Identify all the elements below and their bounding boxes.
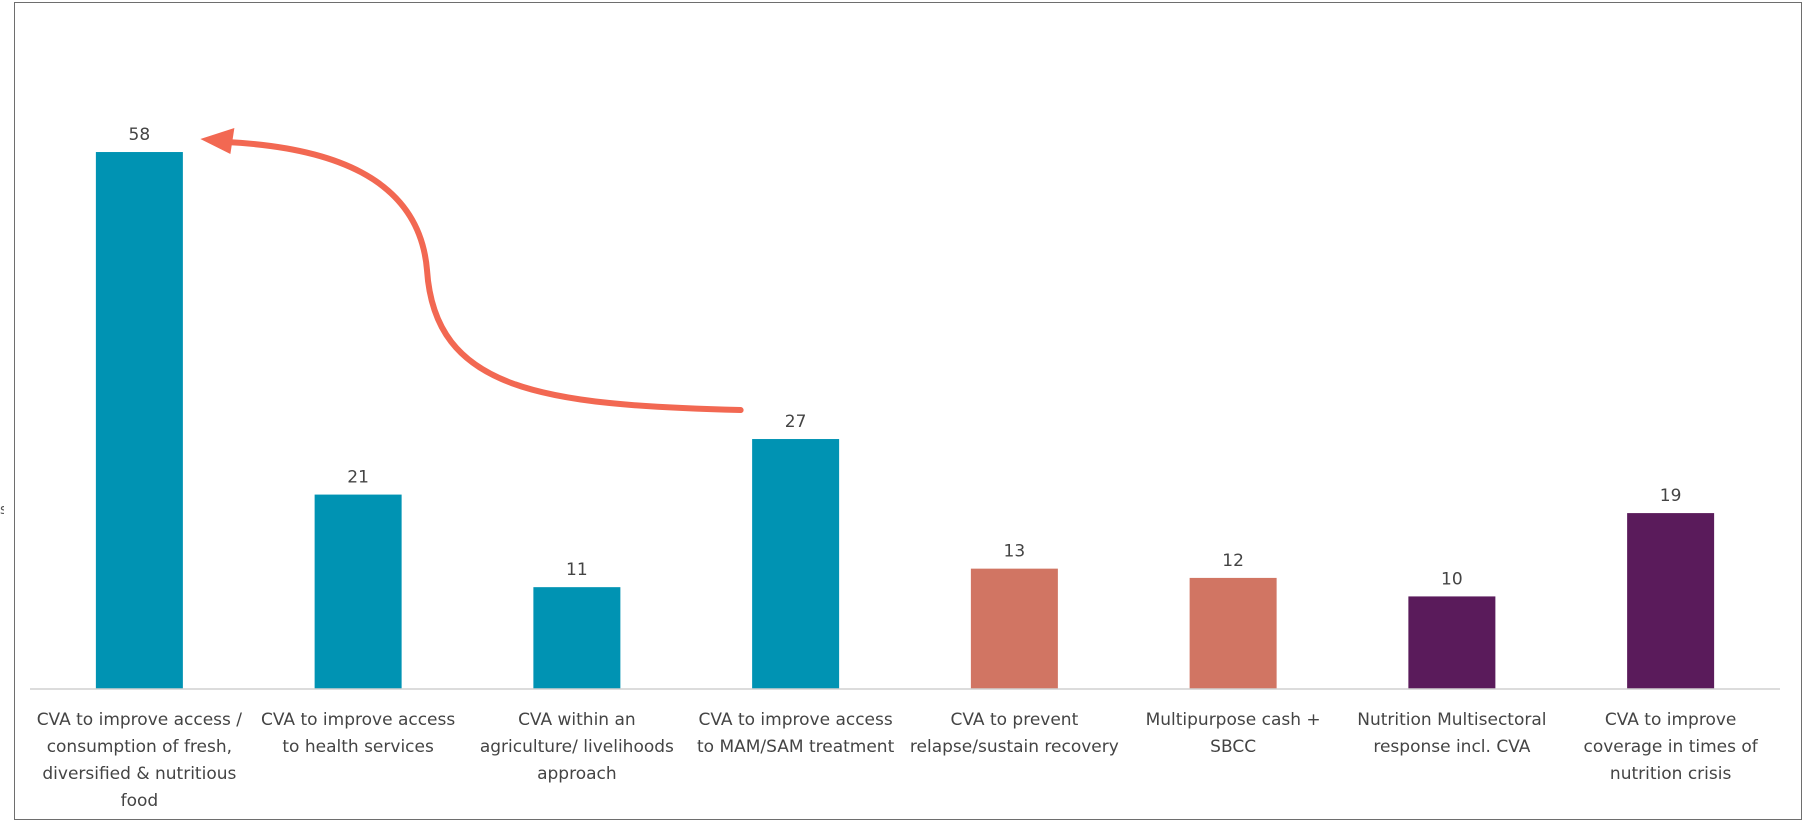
data-label-3: 11 bbox=[566, 560, 588, 580]
x-tick-label-line: to MAM/SAM treatment bbox=[697, 737, 895, 757]
x-tick-label-line: relapse/sustain recovery bbox=[910, 737, 1119, 757]
x-tick-label-8: CVA to improve coverage in times of nutrit… bbox=[1583, 710, 1758, 784]
x-tick-label-line: coverage in times of bbox=[1583, 737, 1758, 757]
x-tick-label-2: CVA to improve access to health services bbox=[261, 710, 455, 757]
x-tick-label-line: CVA to improve access bbox=[699, 710, 893, 730]
bar-8 bbox=[1627, 513, 1715, 689]
chart-frame bbox=[14, 2, 1802, 820]
data-label-1: 58 bbox=[129, 125, 151, 145]
x-tick-label-line: CVA to prevent bbox=[951, 710, 1079, 730]
x-tick-label-3: CVA within an agriculture/ livelihoods app… bbox=[480, 710, 674, 784]
x-tick-label-line: diversified & nutritious bbox=[42, 764, 236, 784]
x-tick-label-7: Nutrition Multisectoral response incl. CV… bbox=[1357, 710, 1546, 757]
annotation-layer bbox=[200, 128, 744, 414]
x-tick-label-line: SBCC bbox=[1210, 737, 1256, 757]
x-tick-label-line: consumption of fresh, bbox=[47, 737, 232, 757]
bar-6 bbox=[1189, 577, 1277, 689]
x-tick-label-line: nutrition crisis bbox=[1610, 764, 1732, 784]
x-tick-label-line: food bbox=[121, 791, 159, 811]
bar-5 bbox=[970, 568, 1058, 689]
edge-text-fragment: s bbox=[0, 502, 4, 518]
data-label-4: 27 bbox=[785, 412, 807, 432]
x-tick-label-1: CVA to improve access / consumption of fr… bbox=[37, 710, 243, 811]
x-tick-label-line: to health services bbox=[282, 737, 434, 757]
x-tick-label-line: CVA to improve access / bbox=[37, 710, 243, 730]
x-tick-label-6: Multipurpose cash + SBCC bbox=[1146, 710, 1321, 757]
x-tick-label-line: approach bbox=[537, 764, 617, 784]
bar-7 bbox=[1408, 596, 1496, 689]
data-label-2: 21 bbox=[347, 468, 369, 488]
x-tick-label-line: agriculture/ livelihoods bbox=[480, 737, 674, 757]
data-label-8: 19 bbox=[1660, 486, 1682, 506]
arrowhead bbox=[200, 128, 235, 155]
x-tick-label-5: CVA to prevent relapse/sustain recovery bbox=[910, 710, 1119, 757]
bar-2 bbox=[314, 494, 402, 689]
x-tick-label-line: response incl. CVA bbox=[1373, 737, 1530, 757]
x-tick-label-line: Multipurpose cash + bbox=[1146, 710, 1321, 730]
data-label-6: 12 bbox=[1222, 551, 1244, 571]
x-tick-label-4: CVA to improve access to MAM/SAM treatmen… bbox=[697, 710, 895, 757]
bar-4 bbox=[752, 439, 840, 689]
bars-layer bbox=[30, 152, 1780, 690]
bar-3 bbox=[533, 587, 621, 689]
x-tick-label-line: CVA to improve access bbox=[261, 710, 455, 730]
curved-arrow-shaft bbox=[223, 139, 744, 414]
bar-1 bbox=[95, 152, 183, 690]
labels-layer: 58 CVA to improve access / consumption of … bbox=[37, 125, 1759, 811]
x-tick-label-line: CVA within an bbox=[518, 710, 636, 730]
x-tick-label-line: CVA to improve bbox=[1605, 710, 1737, 730]
data-label-7: 10 bbox=[1441, 569, 1463, 589]
data-label-5: 13 bbox=[1004, 542, 1026, 562]
x-tick-label-line: Nutrition Multisectoral bbox=[1357, 710, 1546, 730]
